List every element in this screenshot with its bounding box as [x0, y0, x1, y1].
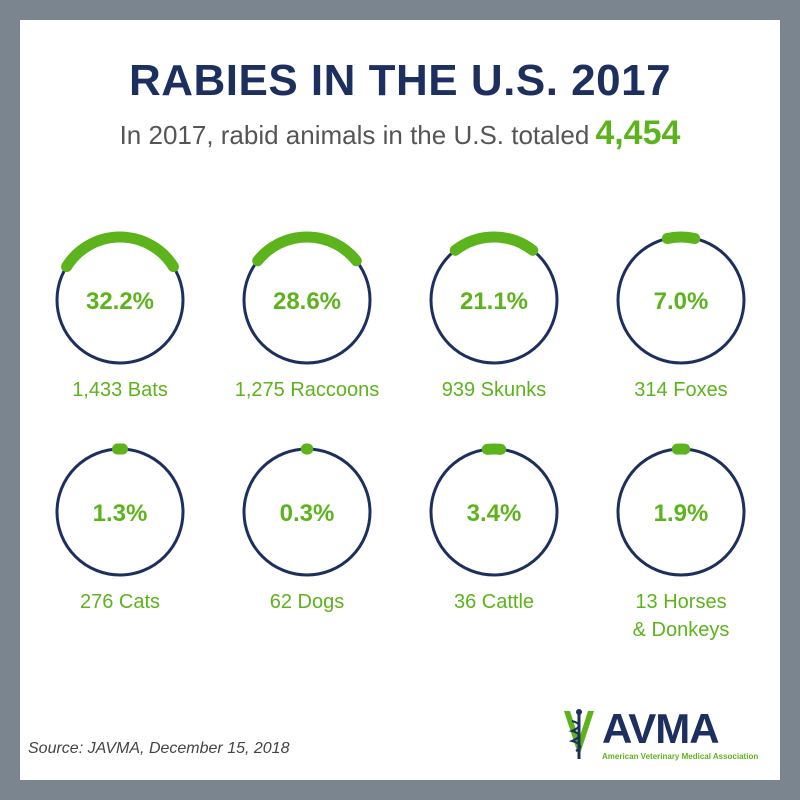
percent-label: 32.2% — [86, 288, 154, 315]
subtitle: In 2017, rabid animals in the U.S. total… — [0, 114, 800, 153]
logo-wordmark: AVMA — [602, 705, 720, 752]
percent-label: 28.6% — [273, 288, 341, 315]
caduceus-icon — [564, 709, 594, 759]
category-label: 1,433 Bats — [72, 379, 168, 401]
percent-label: 21.1% — [460, 288, 528, 315]
source-note: Source: JAVMA, December 15, 2018 — [28, 740, 290, 757]
avma-logo: AVMA American Veterinary Medical Associa… — [562, 705, 762, 765]
category-label: 939 Skunks — [442, 379, 547, 401]
donut-arc — [449, 231, 539, 256]
donut-arc — [61, 231, 179, 273]
percent-label: 7.0% — [654, 288, 709, 315]
percent-label: 1.9% — [654, 500, 709, 527]
logo-tagline: American Veterinary Medical Association — [602, 752, 759, 761]
category-label: 314 Foxes — [634, 379, 727, 401]
category-label: 13 Horses — [635, 591, 726, 613]
category-label: 36 Cattle — [454, 591, 534, 613]
infographic-card — [20, 20, 780, 780]
percent-label: 1.3% — [93, 500, 148, 527]
category-label: 276 Cats — [80, 591, 160, 613]
total-count: 4,454 — [595, 114, 681, 152]
percent-label: 3.4% — [467, 500, 522, 527]
category-label: & Donkeys — [633, 619, 730, 641]
subtitle-text: In 2017, rabid animals in the U.S. total… — [119, 120, 590, 150]
page-title: RABIES IN THE U.S. 2017 — [128, 56, 672, 105]
category-label: 1,275 Raccoons — [235, 379, 380, 401]
donut-arc — [252, 231, 362, 267]
percent-label: 0.3% — [280, 500, 335, 527]
donut-arc — [661, 231, 701, 245]
category-label: 62 Dogs — [270, 591, 345, 613]
